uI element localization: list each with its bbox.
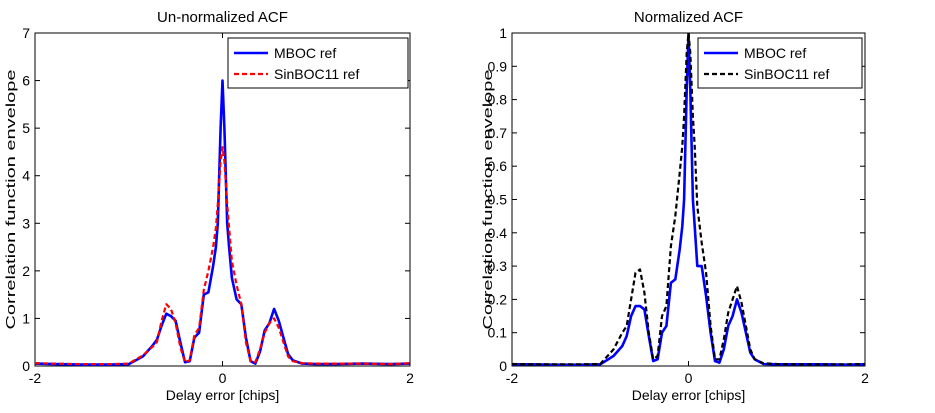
legend-label: SinBOC11 ref <box>274 66 359 82</box>
x-tick-label: 2 <box>406 370 414 386</box>
x-tick-label: 0 <box>219 370 227 386</box>
y-tick-label: 0.6 <box>488 158 508 174</box>
series-line-mboc <box>35 79 410 366</box>
legend-box <box>227 37 409 89</box>
y-tick-label: 7 <box>22 25 30 41</box>
y-tick-label: 5 <box>22 120 30 136</box>
legend-label: MBOC ref <box>744 45 806 61</box>
y-tick-label: 0 <box>22 358 30 374</box>
y-tick-label: 0.2 <box>488 291 508 307</box>
x-tick-label: 2 <box>861 370 869 386</box>
x-tick-label: -2 <box>506 370 519 386</box>
x-tick-label: -2 <box>29 370 42 386</box>
y-tick-label: 0.7 <box>488 125 508 141</box>
x-axis-label: Delay error [chips] <box>632 387 746 403</box>
chart-title: Normalized ACF <box>634 9 743 26</box>
y-tick-label: 2 <box>22 263 30 279</box>
plot-right: 00.10.20.30.40.50.60.70.80.91-2 0 2Normali… <box>480 9 869 403</box>
y-tick-label: 1 <box>499 25 507 41</box>
y-tick-label: 0.1 <box>488 325 508 341</box>
y-tick-label: 0.3 <box>488 258 508 274</box>
y-axis-label: Correlation function envelope <box>480 70 495 330</box>
series-line-sinboc11 <box>35 146 410 366</box>
x-tick-label: 0 <box>685 370 693 386</box>
y-tick-label: 1 <box>22 310 30 326</box>
y-tick-label: 3 <box>22 215 30 231</box>
series-line-mboc <box>512 33 865 366</box>
y-tick-label: 6 <box>22 73 30 89</box>
legend: MBOC ref SinBOC11 ref <box>697 37 863 89</box>
y-tick-label: 4 <box>22 168 30 184</box>
x-axis-label: Delay error [chips] <box>166 387 280 403</box>
legend-label: MBOC ref <box>274 45 336 61</box>
y-tick-label: 0.8 <box>488 92 508 108</box>
series-line-sinboc11 <box>512 33 865 366</box>
legend-label: SinBOC11 ref <box>744 66 829 82</box>
y-tick-label: 0.4 <box>488 225 508 241</box>
y-axis-label: Correlation function envelope <box>3 70 18 330</box>
legend: MBOC ref SinBOC11 ref <box>227 37 409 89</box>
chart-title: Un-normalized ACF <box>157 9 288 26</box>
y-tick-label: 0 <box>499 358 507 374</box>
y-tick-label: 0.9 <box>488 58 508 74</box>
legend-box <box>697 37 863 89</box>
y-tick-label: 0.5 <box>488 192 508 208</box>
